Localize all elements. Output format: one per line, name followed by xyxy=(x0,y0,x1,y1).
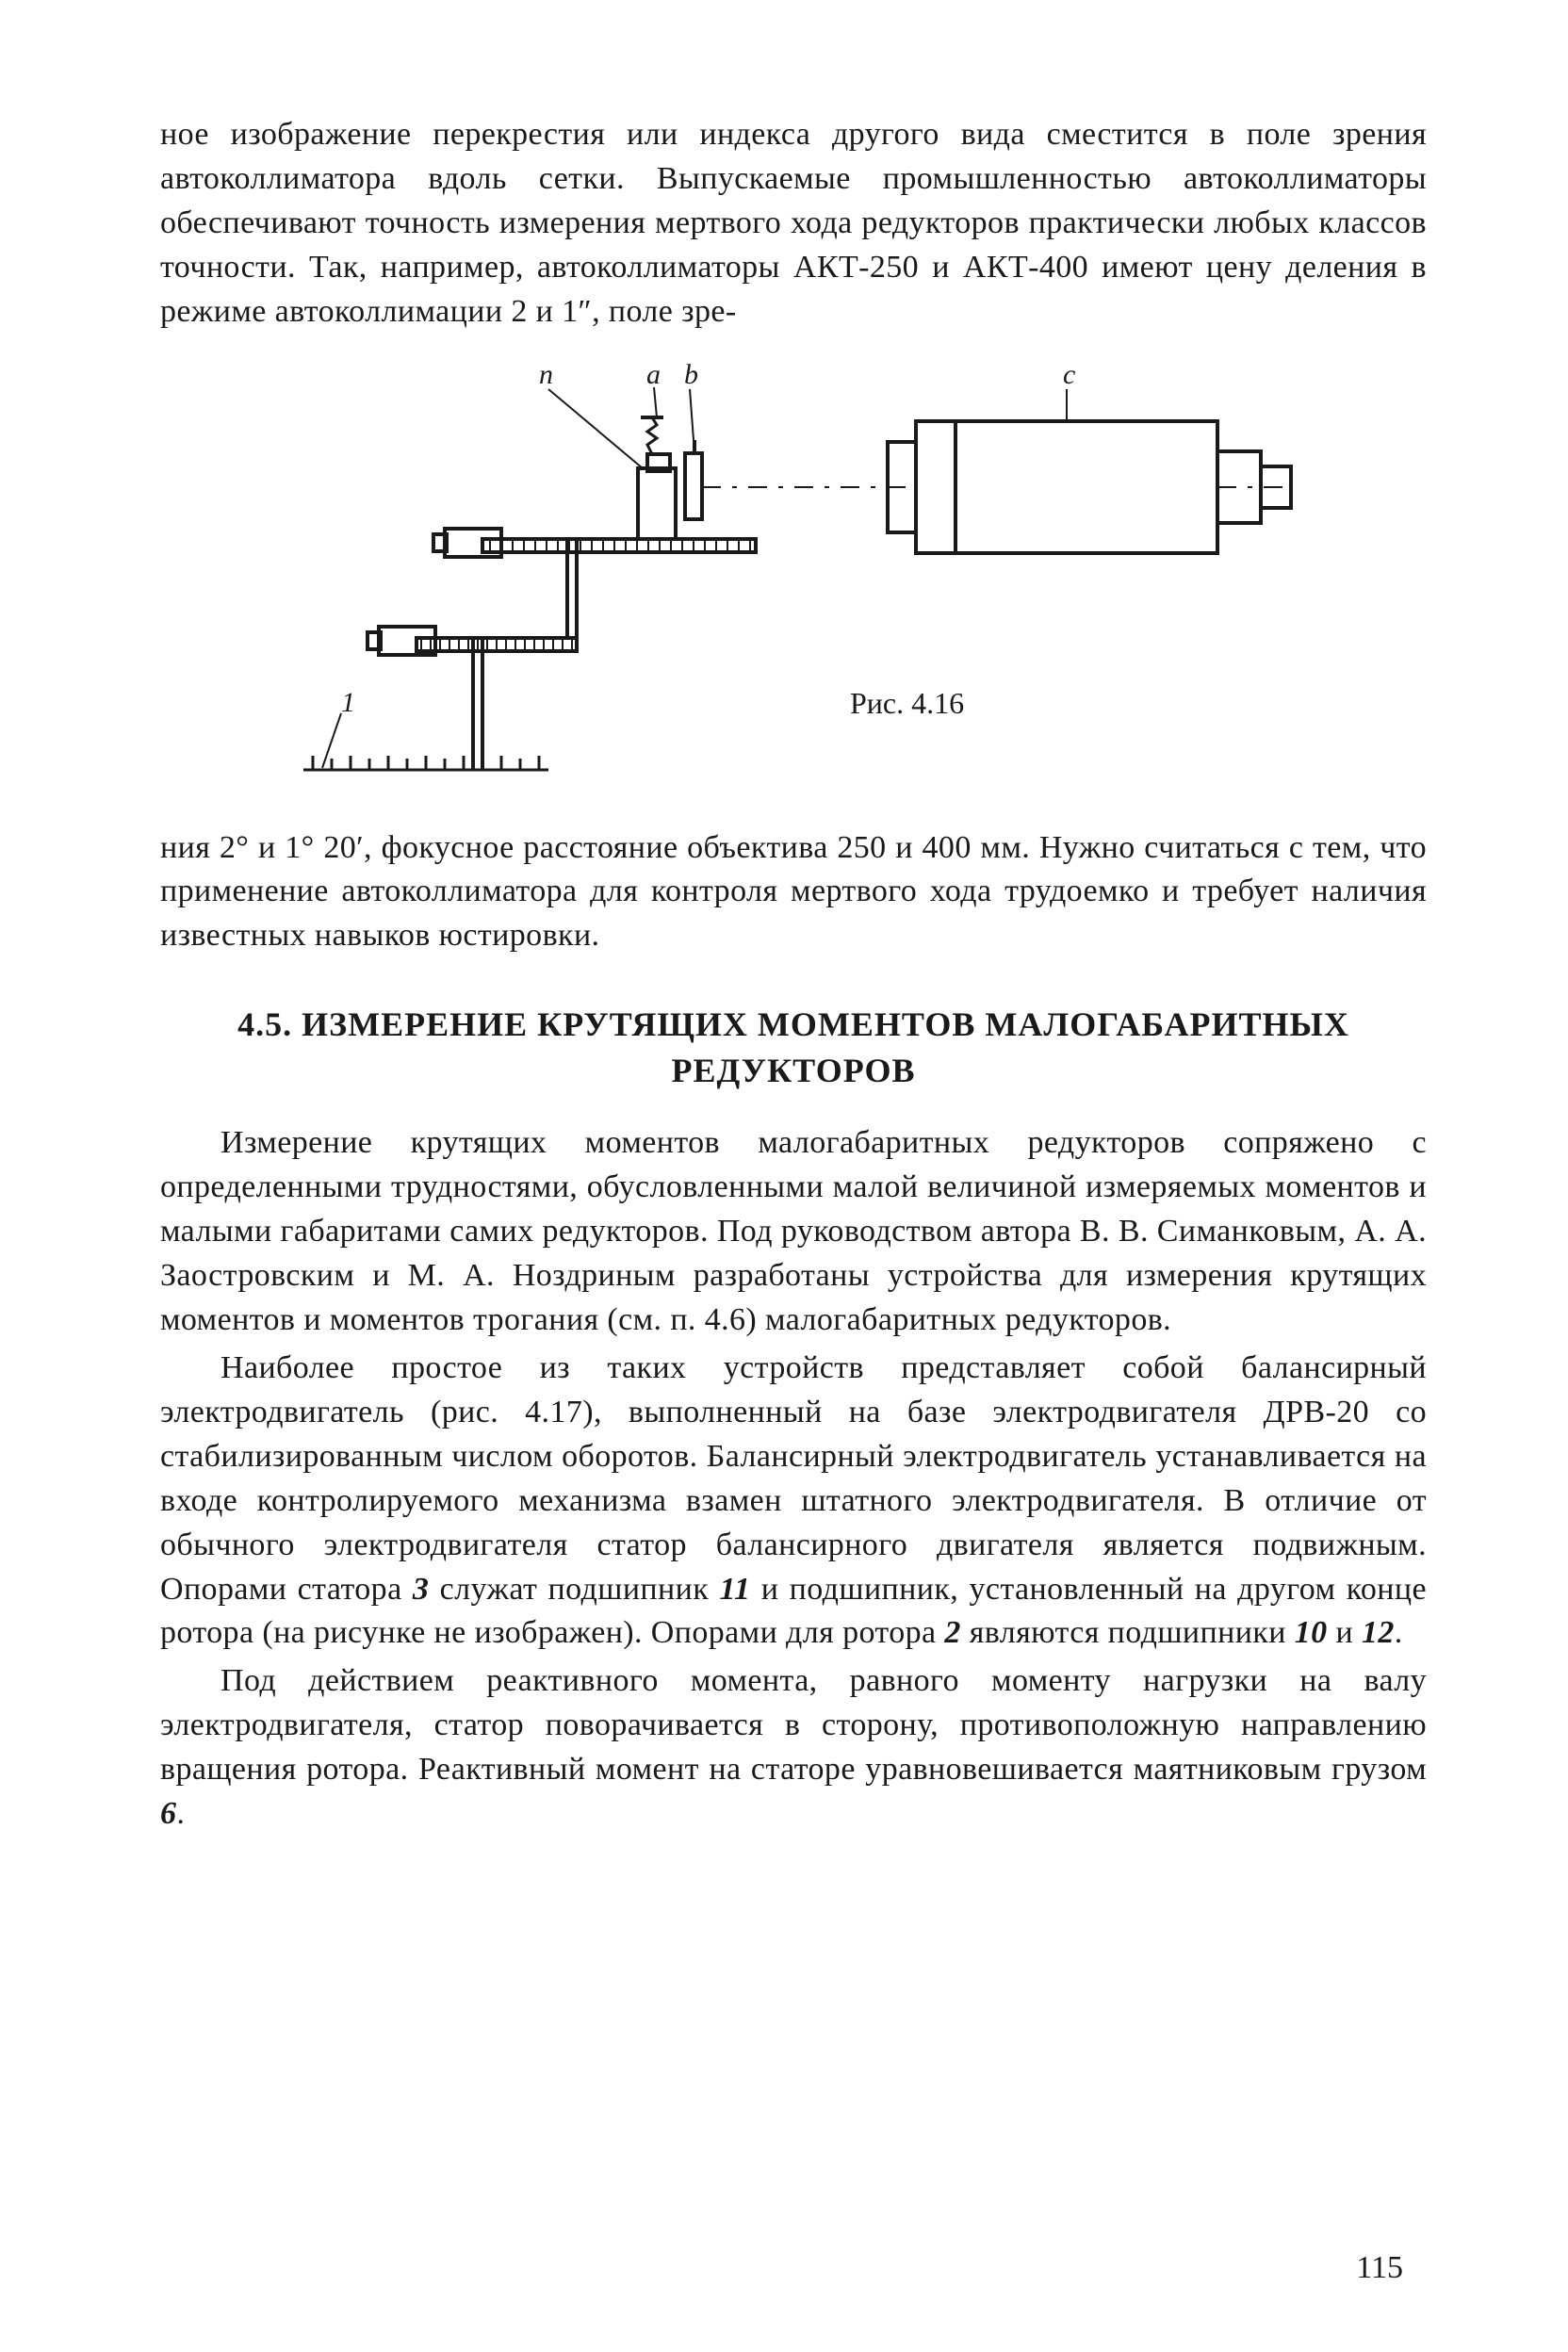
p4-run-4: являются подшипники xyxy=(961,1615,1295,1650)
p4-run-6: . xyxy=(1395,1615,1403,1650)
ref-num-3: 3 xyxy=(413,1572,429,1607)
p4-run-2: служат подшипник xyxy=(429,1572,719,1607)
figure-label-n: n xyxy=(539,359,553,390)
paragraph-1: ное изображение перекрестия или индекса … xyxy=(160,113,1427,335)
figure-label-b: b xyxy=(684,359,698,390)
section-heading-4-5: 4.5. ИЗМЕРЕНИЕ КРУТЯЩИХ МОМЕНТОВ МАЛОГАБ… xyxy=(160,1002,1427,1093)
paragraph-2: ния 2° и 1° 20′, фокусное расстояние объ… xyxy=(160,826,1427,959)
page-number: 115 xyxy=(1356,2250,1403,2286)
p5-run-2: . xyxy=(176,1796,185,1831)
ref-num-10: 10 xyxy=(1295,1615,1328,1650)
ref-num-12: 12 xyxy=(1362,1615,1395,1650)
figure-label-1: 1 xyxy=(341,687,355,718)
page: ное изображение перекрестия или индекса … xyxy=(0,0,1568,2352)
figure-4-16: n a b c 1 Рис. 4.16 xyxy=(160,355,1427,789)
ref-num-6: 6 xyxy=(160,1796,176,1831)
p4-run-5: и xyxy=(1328,1615,1362,1650)
paragraph-5: Под действием реактивного момента, равно… xyxy=(160,1659,1427,1837)
figure-label-a: a xyxy=(646,359,661,390)
p5-run-1: Под действием реактивного момента, равно… xyxy=(160,1663,1427,1787)
figure-label-c: c xyxy=(1063,359,1075,390)
paragraph-3: Измерение крутящих моментов малогабаритн… xyxy=(160,1121,1427,1343)
p4-run-1: Наиболее простое из таких устройств пред… xyxy=(160,1350,1427,1607)
paragraph-4: Наиболее простое из таких устройств пред… xyxy=(160,1347,1427,1656)
ref-num-11: 11 xyxy=(719,1572,750,1607)
ref-num-2: 2 xyxy=(944,1615,960,1650)
figure-caption: Рис. 4.16 xyxy=(850,686,964,720)
figure-svg: n a b c 1 Рис. 4.16 xyxy=(266,355,1321,789)
